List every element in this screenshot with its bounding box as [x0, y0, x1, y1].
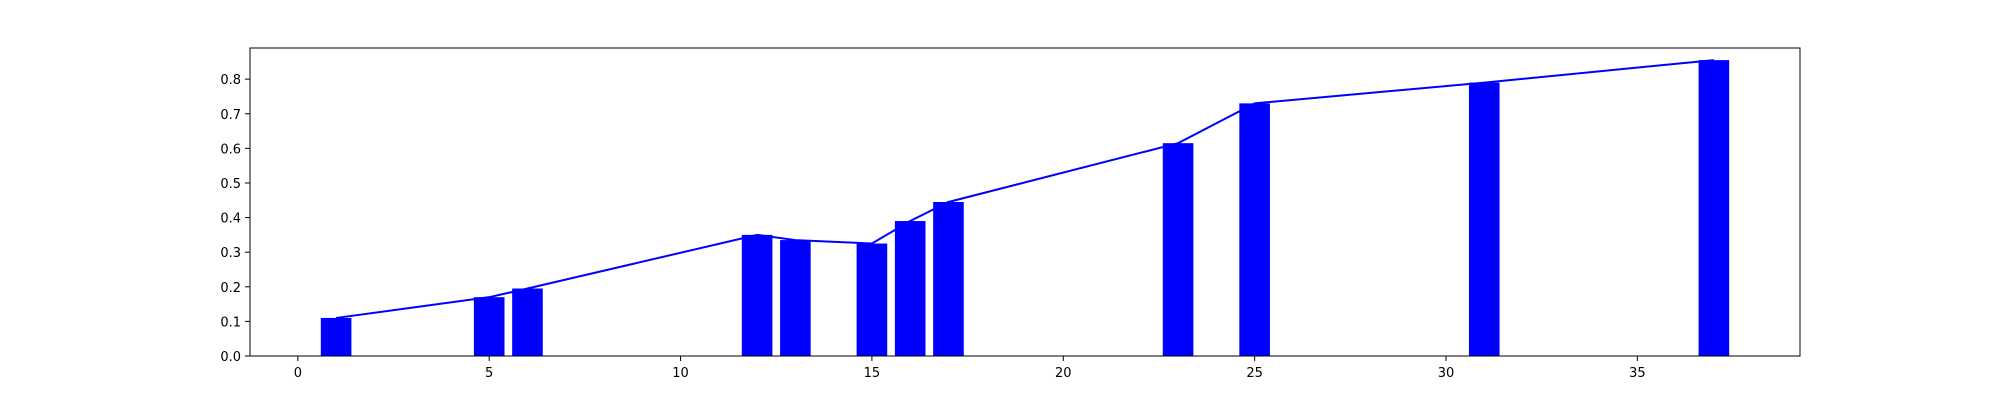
bar [780, 240, 811, 356]
bars-group [320, 60, 1730, 356]
x-axis: 0 5 10 15 20 25 30 35 [294, 356, 1646, 381]
series-line [335, 59, 1714, 319]
y-tick-label: 0.4 [220, 212, 241, 227]
x-tick-label: 15 [864, 366, 881, 381]
bar [741, 234, 773, 356]
bar [1468, 82, 1500, 356]
x-tick-label: 35 [1629, 366, 1646, 381]
bar [320, 317, 352, 356]
bar [1239, 103, 1270, 356]
y-tick-label: 0.7 [220, 108, 241, 123]
y-tick-label: 0.2 [220, 281, 241, 296]
bar [1162, 143, 1194, 356]
x-tick-label: 30 [1438, 366, 1455, 381]
bar [1698, 60, 1730, 356]
y-tick-label: 0.6 [220, 142, 241, 157]
bar [512, 288, 543, 356]
x-tick-label: 5 [485, 366, 493, 381]
bar [933, 202, 964, 356]
y-tick-label: 0.1 [220, 315, 241, 330]
y-tick-label: 0.8 [220, 73, 241, 88]
bar [473, 297, 505, 356]
x-tick-label: 10 [672, 366, 689, 381]
y-tick-label: 0.3 [220, 246, 241, 261]
x-tick-label: 20 [1055, 366, 1072, 381]
y-axis: 0.0 0.1 0.2 0.3 0.4 0.5 0.6 0.7 0.8 [220, 73, 250, 365]
bar [856, 243, 888, 356]
y-tick-label: 0.0 [220, 350, 241, 365]
y-tick-label: 0.5 [220, 177, 241, 192]
x-tick-label: 25 [1246, 366, 1263, 381]
x-tick-label: 0 [294, 366, 302, 381]
bar [894, 221, 926, 356]
plot-frame [249, 47, 1801, 357]
